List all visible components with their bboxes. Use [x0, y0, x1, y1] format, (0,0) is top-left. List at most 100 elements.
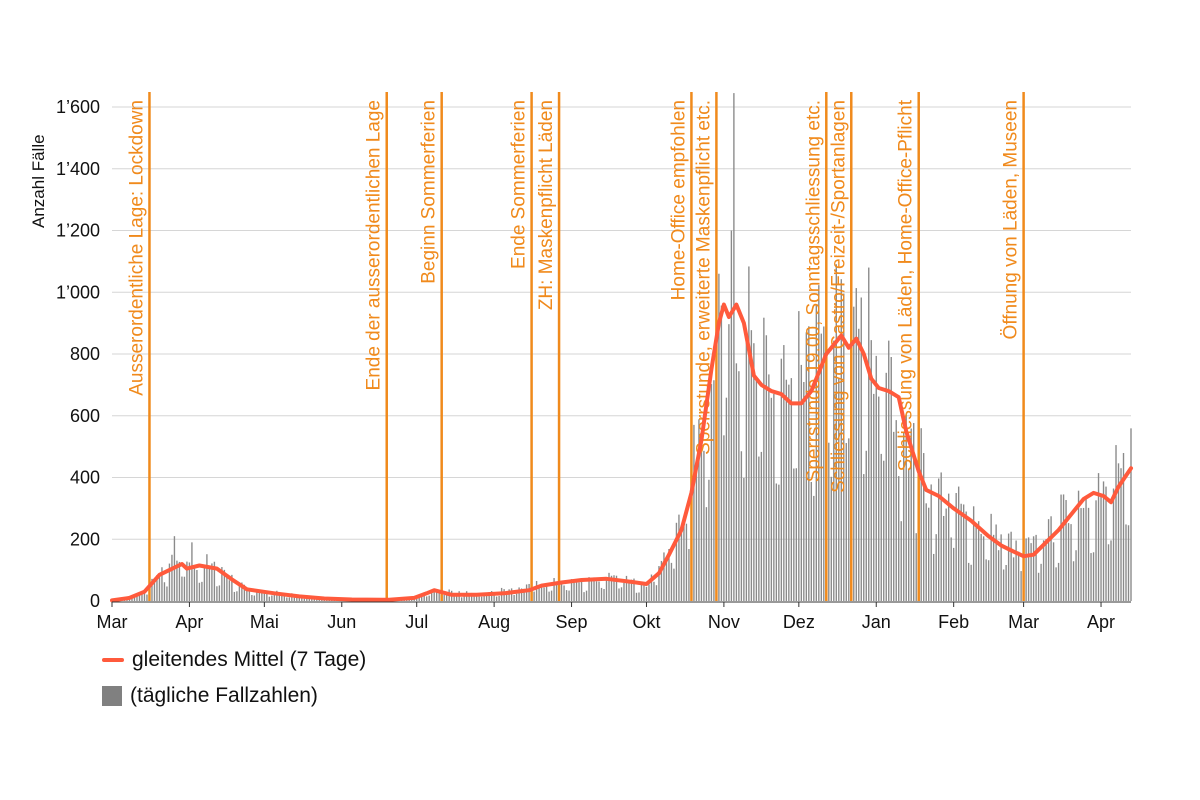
daily-bar [1075, 550, 1077, 601]
event-label: Schliessung von Gastro/Freizeit-/Sportan… [828, 100, 849, 493]
daily-bar [533, 591, 535, 601]
daily-bar [1020, 571, 1022, 601]
daily-bar [955, 493, 957, 601]
daily-bar [258, 589, 261, 601]
daily-bar [246, 588, 248, 601]
daily-bar [411, 599, 413, 601]
daily-bar [1100, 495, 1102, 601]
daily-bar [620, 587, 623, 601]
daily-bar [430, 590, 433, 601]
daily-bar [957, 486, 960, 601]
daily-bar [238, 583, 241, 601]
daily-bar [643, 584, 645, 601]
event-label: Schliessung von Läden, Home-Office-Pflic… [896, 99, 917, 471]
daily-bar [188, 562, 191, 601]
daily-bar [700, 435, 703, 601]
daily-bar [758, 456, 760, 601]
daily-bar [1032, 536, 1035, 601]
daily-bar [938, 478, 940, 601]
daily-bar [633, 578, 635, 601]
daily-bar [950, 537, 952, 601]
daily-bar [538, 585, 540, 601]
daily-bar [705, 507, 708, 601]
daily-bar [972, 506, 975, 601]
daily-bar [967, 562, 970, 601]
daily-bar [648, 584, 650, 601]
daily-bar [665, 557, 668, 601]
daily-bar [520, 588, 523, 601]
daily-bar [298, 596, 301, 601]
daily-bar [513, 594, 515, 601]
daily-bar [1045, 539, 1047, 601]
daily-bar [161, 567, 163, 601]
daily-bar [1085, 498, 1087, 601]
daily-bar [468, 594, 470, 601]
daily-bar [1067, 523, 1070, 601]
daily-bar [770, 397, 773, 601]
y-tick-label: 200 [70, 529, 100, 549]
daily-bar [945, 508, 947, 601]
daily-bar [997, 550, 1000, 601]
y-tick-label: 0 [90, 591, 100, 611]
daily-bar [443, 594, 445, 601]
daily-bar [1072, 561, 1075, 601]
daily-bar [673, 568, 675, 601]
daily-bar [645, 586, 648, 601]
daily-bar [555, 581, 558, 601]
daily-bar [198, 582, 201, 601]
daily-bar [915, 533, 917, 601]
daily-bar [893, 431, 895, 601]
daily-bar [1065, 500, 1067, 601]
daily-bar [171, 554, 173, 601]
daily-bar [675, 522, 678, 601]
daily-bar [455, 593, 458, 601]
daily-bar [480, 596, 483, 601]
daily-bar [1052, 542, 1055, 601]
daily-bar [725, 397, 728, 601]
daily-bar [141, 591, 143, 601]
daily-bar [151, 578, 153, 601]
event-label: Ende der ausserordentlichen Lage [364, 100, 385, 390]
daily-bar [778, 484, 780, 601]
daily-bar [1055, 567, 1057, 601]
daily-bar [181, 576, 183, 601]
daily-bar [196, 570, 198, 601]
daily-bar [878, 396, 880, 601]
daily-bar [853, 306, 855, 601]
daily-bar [720, 305, 723, 601]
daily-bar [613, 575, 615, 601]
daily-bar [288, 597, 291, 601]
x-tick-label: Jan [862, 612, 891, 632]
daily-bar [1115, 445, 1117, 601]
daily-bar [1090, 553, 1092, 601]
daily-bar [166, 586, 168, 601]
daily-bar [595, 581, 598, 601]
daily-bar [463, 596, 465, 601]
legend-item-daily-cases: (tägliche Fallzahlen) [102, 678, 366, 714]
daily-bar [905, 414, 907, 601]
daily-bar [728, 324, 730, 601]
daily-bar [793, 468, 795, 601]
daily-bar [733, 93, 735, 601]
daily-bar [947, 493, 950, 601]
daily-bar [578, 582, 580, 601]
daily-bar [628, 580, 630, 601]
daily-bar [1095, 500, 1097, 601]
x-tick-label: Jun [327, 612, 356, 632]
daily-bar [718, 273, 720, 601]
daily-bar [935, 534, 937, 601]
daily-bar [870, 340, 872, 601]
daily-bar [1015, 540, 1017, 601]
daily-bar [153, 581, 156, 601]
daily-bar [638, 592, 640, 601]
daily-bar [286, 597, 288, 601]
daily-bar [755, 378, 758, 601]
daily-bar [475, 593, 478, 601]
daily-bar [708, 479, 710, 601]
daily-bar [590, 580, 593, 601]
daily-bar [473, 593, 475, 601]
daily-bar [223, 569, 226, 601]
daily-bar [1040, 563, 1042, 601]
daily-bar [293, 595, 296, 601]
daily-bar [635, 592, 638, 601]
